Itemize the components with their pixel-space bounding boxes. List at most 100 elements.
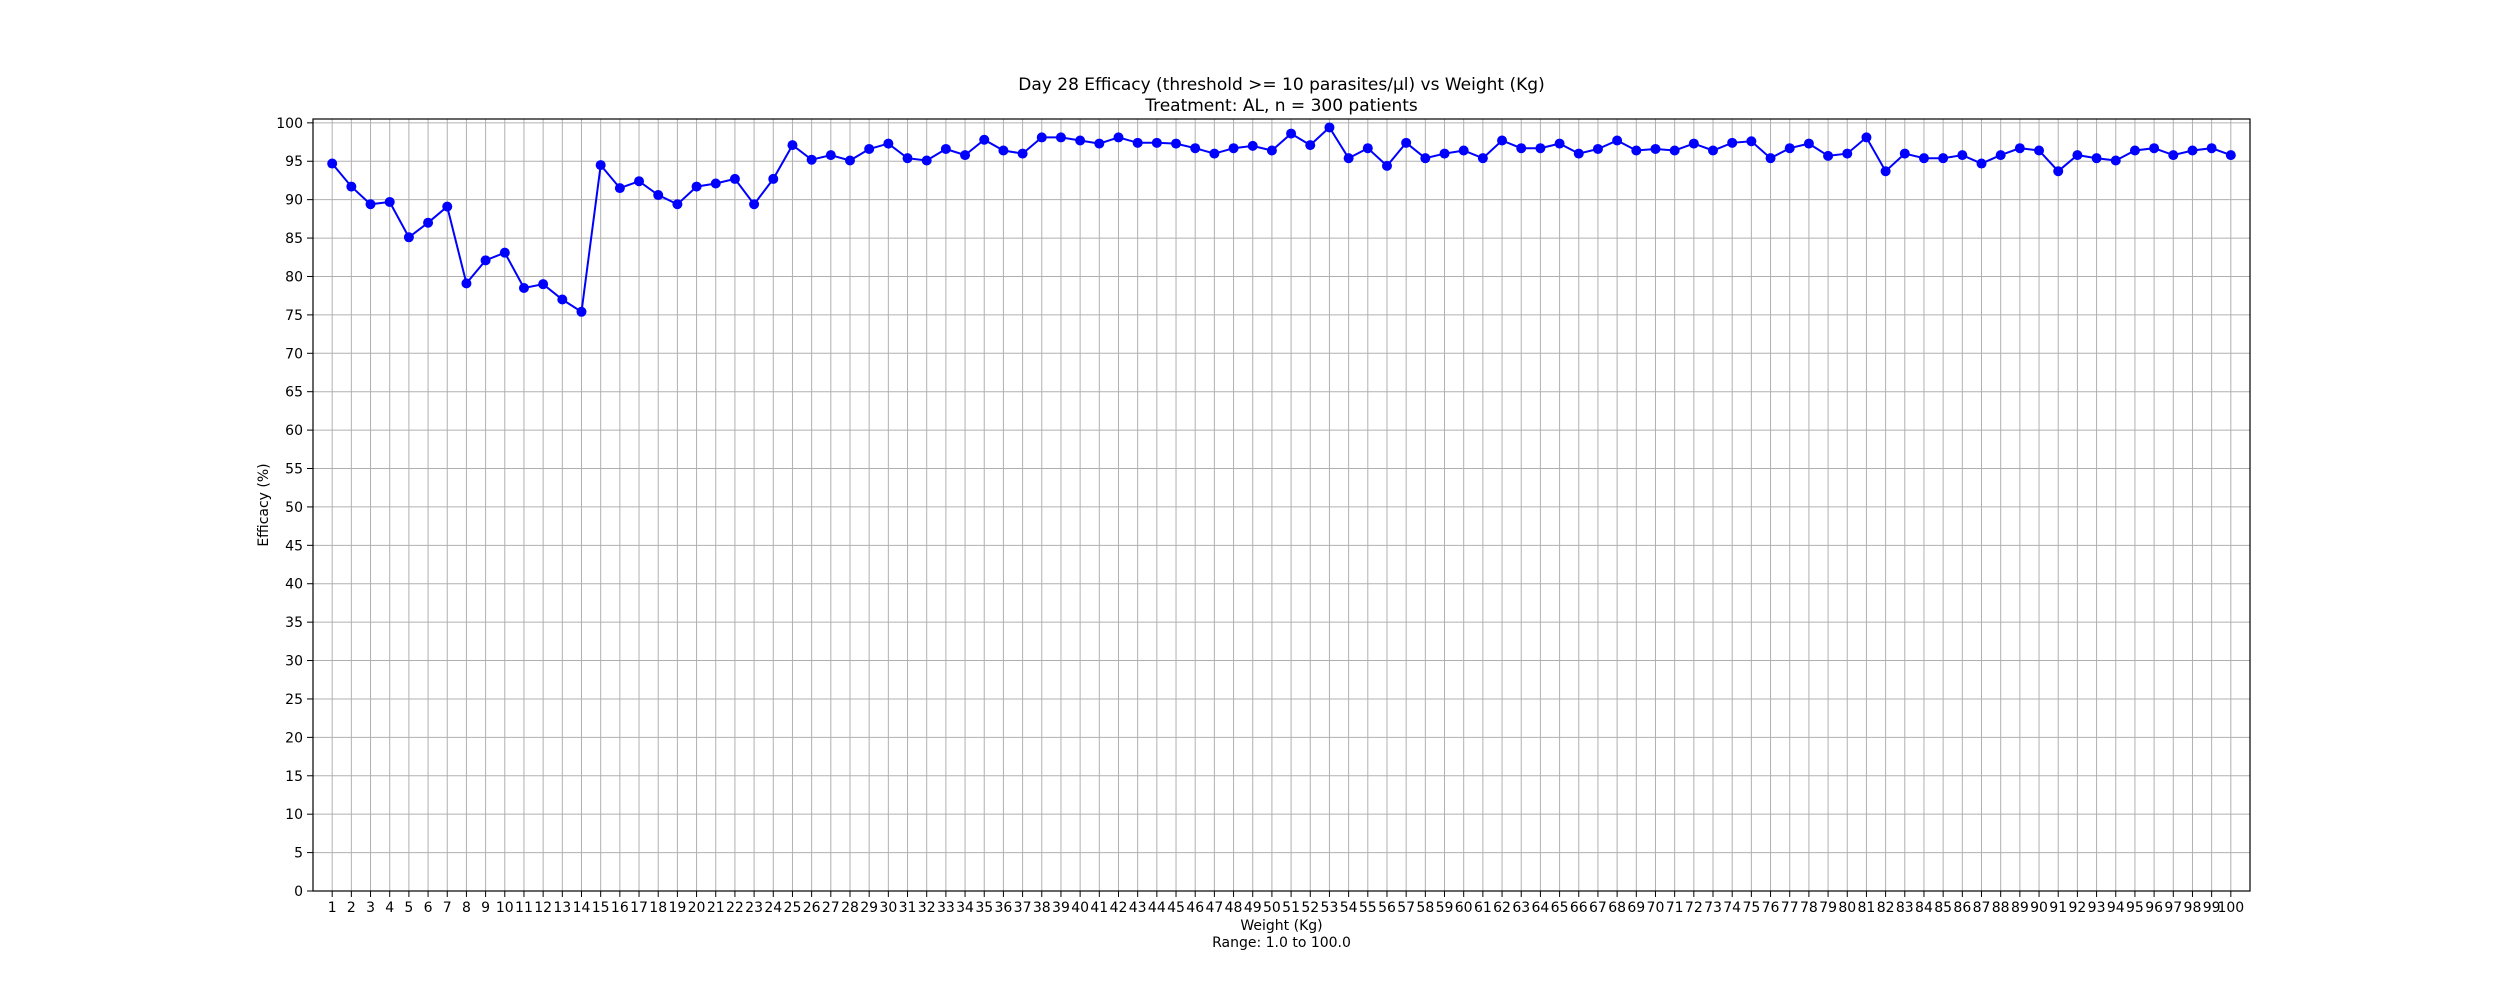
- x-tick-label: 39: [1052, 900, 1070, 916]
- x-tick-label: 41: [1090, 900, 1108, 916]
- x-tick-label: 13: [553, 900, 571, 916]
- x-tick-label: 68: [1608, 900, 1626, 916]
- x-tick-label: 4: [385, 900, 394, 916]
- data-point: [1055, 132, 1066, 143]
- x-tick-label: 6: [424, 900, 433, 916]
- x-tick-label: 28: [841, 900, 859, 916]
- x-tick-label: 76: [1762, 900, 1780, 916]
- data-point: [634, 176, 645, 187]
- data-point: [1573, 148, 1584, 159]
- data-point: [1151, 137, 1162, 148]
- x-tick-label: 1: [328, 900, 337, 916]
- data-point: [518, 282, 529, 293]
- data-point: [1171, 138, 1182, 149]
- data-point: [595, 160, 606, 171]
- y-tick-label: 70: [285, 346, 303, 362]
- x-tick-label: 8: [462, 900, 471, 916]
- x-tick-label: 33: [937, 900, 955, 916]
- data-point: [1746, 136, 1757, 147]
- data-point: [1343, 153, 1354, 164]
- data-point: [576, 306, 587, 317]
- data-point: [1075, 135, 1086, 146]
- x-tick-label: 81: [1858, 900, 1876, 916]
- data-point: [1516, 143, 1527, 154]
- data-point: [2129, 145, 2140, 156]
- data-point: [1554, 138, 1565, 149]
- x-tick-label: 66: [1570, 900, 1588, 916]
- data-point: [729, 173, 740, 184]
- x-tick-label: 17: [630, 900, 648, 916]
- x-tick-label: 85: [1934, 900, 1952, 916]
- data-point: [1247, 140, 1258, 151]
- data-point: [2187, 145, 2198, 156]
- data-point: [1017, 148, 1028, 159]
- y-tick-label: 40: [285, 577, 303, 593]
- x-tick-label: 75: [1742, 900, 1760, 916]
- data-point: [1228, 143, 1239, 154]
- x-tick-label: 70: [1647, 900, 1665, 916]
- x-tick-label: 72: [1685, 900, 1703, 916]
- data-point: [1535, 143, 1546, 154]
- y-tick-label: 25: [285, 692, 303, 708]
- x-tick-label: 93: [2088, 900, 2106, 916]
- x-tick-label: 25: [784, 900, 802, 916]
- x-tick-label: 23: [745, 900, 763, 916]
- data-point: [864, 143, 875, 154]
- data-point: [806, 154, 817, 165]
- chart-title: Day 28 Efficacy (threshold >= 10 parasit…: [1018, 75, 1544, 95]
- data-point: [423, 217, 434, 228]
- data-point: [1497, 135, 1508, 146]
- data-point: [1976, 158, 1987, 169]
- data-point: [1899, 148, 1910, 159]
- x-tick-label: 30: [879, 900, 897, 916]
- data-point: [1938, 153, 1949, 164]
- data-point: [1401, 137, 1412, 148]
- x-tick-label: 67: [1589, 900, 1607, 916]
- x-tick-label: 62: [1493, 900, 1511, 916]
- data-point: [2225, 150, 2236, 161]
- x-tick-label: 95: [2126, 900, 2144, 916]
- x-tick-label: 46: [1186, 900, 1204, 916]
- x-tick-label: 77: [1781, 900, 1799, 916]
- data-point: [1669, 145, 1680, 156]
- x-tick-label: 11: [515, 900, 533, 916]
- data-point: [327, 158, 338, 169]
- data-point: [461, 278, 472, 289]
- x-tick-label: 32: [918, 900, 936, 916]
- x-tick-label: 27: [822, 900, 840, 916]
- data-point: [998, 145, 1009, 156]
- x-tick-label: 5: [404, 900, 413, 916]
- x-tick-label: 45: [1167, 900, 1185, 916]
- y-tick-label: 35: [285, 615, 303, 631]
- data-point: [2034, 145, 2045, 156]
- x-tick-label: 80: [1838, 900, 1856, 916]
- x-tick-label: 54: [1340, 900, 1358, 916]
- x-tick-label: 83: [1896, 900, 1914, 916]
- data-point: [1036, 132, 1047, 143]
- x-tick-label: 89: [2011, 900, 2029, 916]
- data-point: [2053, 166, 2064, 177]
- x-tick-label: 24: [764, 900, 782, 916]
- data-point: [1995, 150, 2006, 161]
- data-point: [1612, 135, 1623, 146]
- data-point: [1420, 153, 1431, 164]
- data-point: [2149, 143, 2160, 154]
- y-tick-label: 20: [285, 730, 303, 746]
- x-tick-label: 22: [726, 900, 744, 916]
- data-point: [653, 190, 664, 201]
- data-point: [365, 199, 376, 210]
- x-tick-label: 53: [1321, 900, 1339, 916]
- y-axis-label: Efficacy (%): [256, 463, 272, 546]
- x-tick-label: 74: [1723, 900, 1741, 916]
- x-tick-label: 10: [496, 900, 514, 916]
- data-point: [1190, 143, 1201, 154]
- x-tick-label: 50: [1263, 900, 1281, 916]
- data-point: [2014, 143, 2025, 154]
- x-tick-label: 88: [1992, 900, 2010, 916]
- data-point: [1458, 145, 1469, 156]
- x-tick-label: 71: [1666, 900, 1684, 916]
- data-point: [1784, 143, 1795, 154]
- y-tick-label: 5: [294, 846, 303, 862]
- data-point: [614, 183, 625, 194]
